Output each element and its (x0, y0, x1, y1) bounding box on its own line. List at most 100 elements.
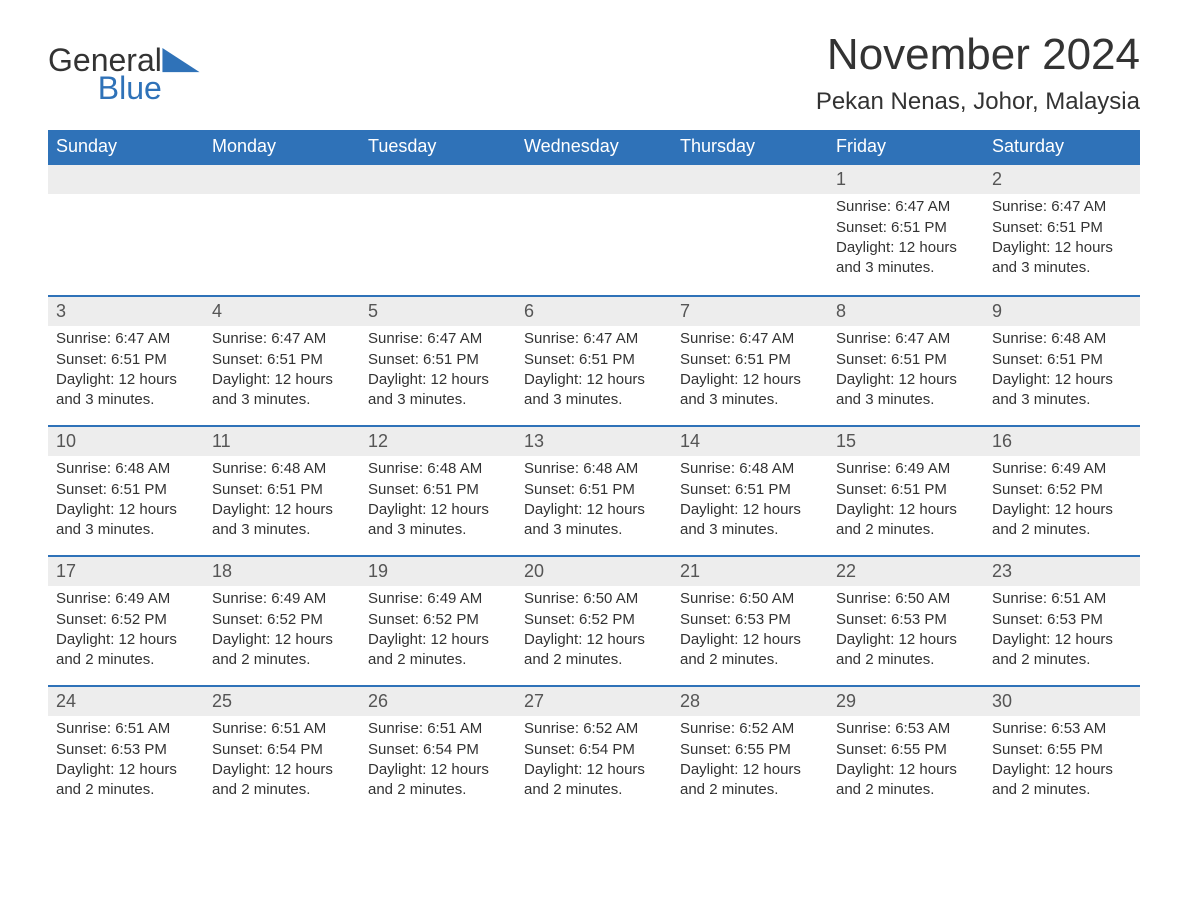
daylight2-text: and 2 minutes. (212, 650, 352, 670)
sunset-text: Sunset: 6:51 PM (836, 480, 976, 500)
daylight2-text: and 3 minutes. (212, 390, 352, 410)
day-cell: 25Sunrise: 6:51 AMSunset: 6:54 PMDayligh… (204, 687, 360, 815)
sunrise-text: Sunrise: 6:50 AM (836, 589, 976, 609)
logo-text: General Blue (48, 44, 162, 104)
daylight2-text: and 3 minutes. (368, 520, 508, 540)
sunrise-text: Sunrise: 6:51 AM (368, 719, 508, 739)
day-body: Sunrise: 6:49 AMSunset: 6:52 PMDaylight:… (984, 456, 1140, 548)
day-cell: 11Sunrise: 6:48 AMSunset: 6:51 PMDayligh… (204, 427, 360, 555)
day-cell: 3Sunrise: 6:47 AMSunset: 6:51 PMDaylight… (48, 297, 204, 425)
daylight1-text: Daylight: 12 hours (368, 370, 508, 390)
daylight2-text: and 2 minutes. (992, 650, 1132, 670)
daylight2-text: and 2 minutes. (836, 780, 976, 800)
sunrise-text: Sunrise: 6:48 AM (56, 459, 196, 479)
daylight2-text: and 2 minutes. (524, 650, 664, 670)
daylight2-text: and 3 minutes. (836, 258, 976, 278)
daylight2-text: and 2 minutes. (212, 780, 352, 800)
day-cell: 8Sunrise: 6:47 AMSunset: 6:51 PMDaylight… (828, 297, 984, 425)
day-body: Sunrise: 6:50 AMSunset: 6:53 PMDaylight:… (672, 586, 828, 678)
day-cell: 2Sunrise: 6:47 AMSunset: 6:51 PMDaylight… (984, 165, 1140, 295)
sunset-text: Sunset: 6:52 PM (992, 480, 1132, 500)
daylight2-text: and 2 minutes. (836, 520, 976, 540)
daylight1-text: Daylight: 12 hours (992, 500, 1132, 520)
daylight2-text: and 2 minutes. (524, 780, 664, 800)
daylight1-text: Daylight: 12 hours (56, 760, 196, 780)
triangle-icon (162, 48, 200, 74)
daylight2-text: and 2 minutes. (368, 650, 508, 670)
daylight1-text: Daylight: 12 hours (836, 370, 976, 390)
day-cell (360, 165, 516, 295)
sunrise-text: Sunrise: 6:48 AM (368, 459, 508, 479)
day-cell: 16Sunrise: 6:49 AMSunset: 6:52 PMDayligh… (984, 427, 1140, 555)
sunrise-text: Sunrise: 6:51 AM (56, 719, 196, 739)
day-body: Sunrise: 6:53 AMSunset: 6:55 PMDaylight:… (984, 716, 1140, 808)
day-cell: 9Sunrise: 6:48 AMSunset: 6:51 PMDaylight… (984, 297, 1140, 425)
daylight1-text: Daylight: 12 hours (368, 630, 508, 650)
day-number: 29 (828, 687, 984, 716)
daylight1-text: Daylight: 12 hours (368, 760, 508, 780)
sunrise-text: Sunrise: 6:49 AM (212, 589, 352, 609)
day-number: 15 (828, 427, 984, 456)
sunset-text: Sunset: 6:52 PM (524, 610, 664, 630)
sunrise-text: Sunrise: 6:47 AM (212, 329, 352, 349)
day-header: Wednesday (516, 130, 672, 165)
sunset-text: Sunset: 6:52 PM (212, 610, 352, 630)
day-header: Friday (828, 130, 984, 165)
week-row: 3Sunrise: 6:47 AMSunset: 6:51 PMDaylight… (48, 295, 1140, 425)
day-cell: 20Sunrise: 6:50 AMSunset: 6:52 PMDayligh… (516, 557, 672, 685)
daylight2-text: and 3 minutes. (680, 520, 820, 540)
sunrise-text: Sunrise: 6:50 AM (524, 589, 664, 609)
sunrise-text: Sunrise: 6:49 AM (836, 459, 976, 479)
day-cell: 6Sunrise: 6:47 AMSunset: 6:51 PMDaylight… (516, 297, 672, 425)
day-number: 30 (984, 687, 1140, 716)
day-number (360, 165, 516, 194)
sunset-text: Sunset: 6:51 PM (212, 350, 352, 370)
day-cell (204, 165, 360, 295)
sunrise-text: Sunrise: 6:53 AM (992, 719, 1132, 739)
day-number: 24 (48, 687, 204, 716)
day-cell: 22Sunrise: 6:50 AMSunset: 6:53 PMDayligh… (828, 557, 984, 685)
day-cell: 29Sunrise: 6:53 AMSunset: 6:55 PMDayligh… (828, 687, 984, 815)
daylight1-text: Daylight: 12 hours (56, 500, 196, 520)
day-body: Sunrise: 6:49 AMSunset: 6:52 PMDaylight:… (48, 586, 204, 678)
day-number: 20 (516, 557, 672, 586)
day-number: 19 (360, 557, 516, 586)
day-header: Sunday (48, 130, 204, 165)
day-header-row: SundayMondayTuesdayWednesdayThursdayFrid… (48, 130, 1140, 165)
sunset-text: Sunset: 6:51 PM (368, 350, 508, 370)
day-body: Sunrise: 6:53 AMSunset: 6:55 PMDaylight:… (828, 716, 984, 808)
daylight1-text: Daylight: 12 hours (680, 370, 820, 390)
sunset-text: Sunset: 6:55 PM (992, 740, 1132, 760)
sunset-text: Sunset: 6:51 PM (836, 350, 976, 370)
sunset-text: Sunset: 6:54 PM (524, 740, 664, 760)
daylight1-text: Daylight: 12 hours (56, 630, 196, 650)
daylight2-text: and 3 minutes. (212, 520, 352, 540)
day-number: 27 (516, 687, 672, 716)
day-number: 3 (48, 297, 204, 326)
daylight1-text: Daylight: 12 hours (836, 500, 976, 520)
sunset-text: Sunset: 6:51 PM (524, 350, 664, 370)
day-cell: 27Sunrise: 6:52 AMSunset: 6:54 PMDayligh… (516, 687, 672, 815)
sunset-text: Sunset: 6:51 PM (836, 218, 976, 238)
day-cell: 15 Sunrise: 6:49 AMSunset: 6:51 PMDayligh… (828, 427, 984, 555)
day-body: Sunrise: 6:48 AMSunset: 6:51 PMDaylight:… (360, 456, 516, 548)
day-number (48, 165, 204, 194)
daylight1-text: Daylight: 12 hours (212, 500, 352, 520)
daylight1-text: Daylight: 12 hours (680, 500, 820, 520)
day-cell: 30Sunrise: 6:53 AMSunset: 6:55 PMDayligh… (984, 687, 1140, 815)
day-cell: 28Sunrise: 6:52 AMSunset: 6:55 PMDayligh… (672, 687, 828, 815)
daylight1-text: Daylight: 12 hours (56, 370, 196, 390)
day-cell: 18Sunrise: 6:49 AMSunset: 6:52 PMDayligh… (204, 557, 360, 685)
day-body: Sunrise: 6:47 AMSunset: 6:51 PMDaylight:… (48, 326, 204, 418)
sunset-text: Sunset: 6:53 PM (56, 740, 196, 760)
day-body: Sunrise: 6:52 AMSunset: 6:54 PMDaylight:… (516, 716, 672, 808)
sunrise-text: Sunrise: 6:48 AM (680, 459, 820, 479)
day-number: 16 (984, 427, 1140, 456)
day-cell: 19Sunrise: 6:49 AMSunset: 6:52 PMDayligh… (360, 557, 516, 685)
sunrise-text: Sunrise: 6:47 AM (524, 329, 664, 349)
sunset-text: Sunset: 6:51 PM (368, 480, 508, 500)
day-cell: 4Sunrise: 6:47 AMSunset: 6:51 PMDaylight… (204, 297, 360, 425)
week-row: 24Sunrise: 6:51 AMSunset: 6:53 PMDayligh… (48, 685, 1140, 815)
day-cell: 10Sunrise: 6:48 AMSunset: 6:51 PMDayligh… (48, 427, 204, 555)
day-number: 26 (360, 687, 516, 716)
